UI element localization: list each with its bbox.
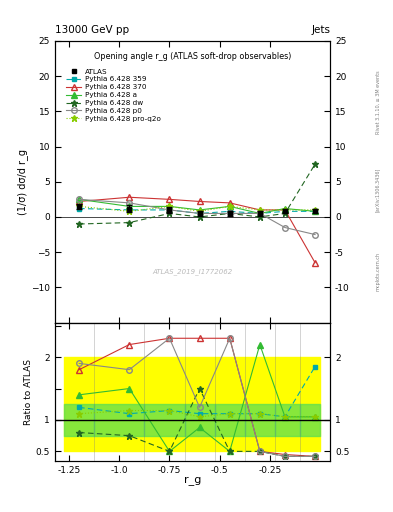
Text: Jets: Jets	[311, 25, 330, 35]
Text: Opening angle r_g (ATLAS soft-drop observables): Opening angle r_g (ATLAS soft-drop obser…	[94, 52, 291, 61]
Text: ATLAS_2019_I1772062: ATLAS_2019_I1772062	[152, 268, 233, 275]
Text: 13000 GeV pp: 13000 GeV pp	[55, 25, 129, 35]
Text: mcplots.cern.ch: mcplots.cern.ch	[375, 252, 380, 291]
Text: [arXiv:1306.3436]: [arXiv:1306.3436]	[375, 167, 380, 211]
Text: Rivet 3.1.10, ≥ 3M events: Rivet 3.1.10, ≥ 3M events	[375, 71, 380, 134]
Legend: ATLAS, Pythia 6.428 359, Pythia 6.428 370, Pythia 6.428 a, Pythia 6.428 dw, Pyth: ATLAS, Pythia 6.428 359, Pythia 6.428 37…	[64, 67, 162, 123]
Y-axis label: Ratio to ATLAS: Ratio to ATLAS	[24, 359, 33, 424]
X-axis label: r_g: r_g	[184, 476, 201, 486]
Y-axis label: (1/σ) dσ/d r_g: (1/σ) dσ/d r_g	[17, 149, 28, 215]
